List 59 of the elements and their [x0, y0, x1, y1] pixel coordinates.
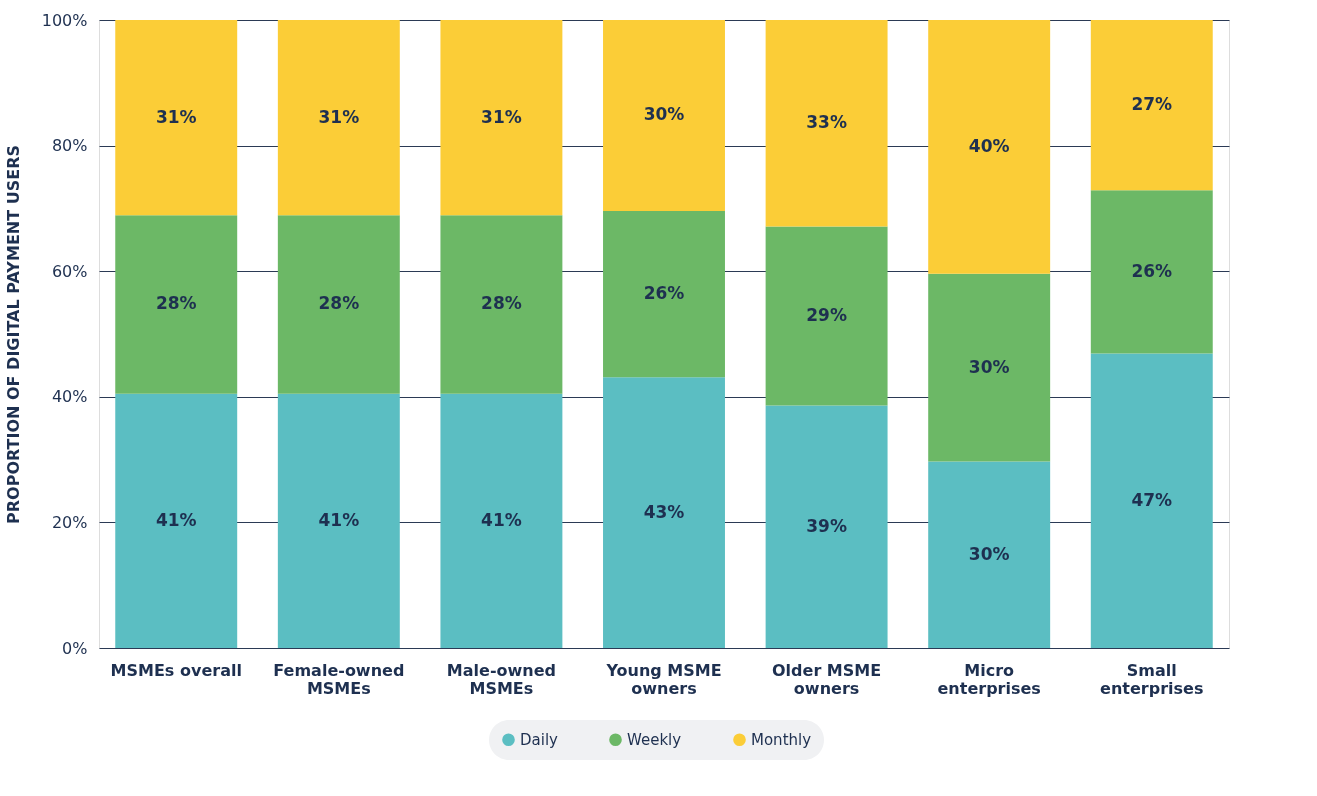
data-label: 30% — [968, 356, 1010, 377]
bar — [765, 226, 888, 406]
bar — [928, 461, 1051, 648]
data-label: 43% — [643, 501, 685, 522]
bar — [1090, 353, 1213, 648]
x-tick-label: Micro enterprises — [937, 660, 1041, 698]
data-label: 39% — [806, 515, 847, 536]
bar — [115, 20, 238, 216]
data-label: 40% — [968, 135, 1010, 156]
data-label: 31% — [318, 106, 360, 127]
bar — [928, 273, 1051, 462]
y-tick-label: 60% — [51, 261, 88, 281]
data-label: 30% — [968, 543, 1010, 564]
bar — [440, 215, 563, 394]
data-label: 26% — [643, 283, 685, 304]
bar — [1090, 20, 1213, 191]
y-axis-title: PROPORTION OF DIGITAL PAYMENT USERS — [3, 145, 23, 524]
y-tick-label: 100% — [41, 10, 88, 30]
bar — [603, 210, 725, 378]
bar — [277, 215, 400, 394]
data-label: 30% — [643, 104, 685, 125]
bar — [115, 393, 238, 648]
data-label: 29% — [806, 305, 847, 326]
y-tick-label: 0% — [62, 638, 88, 658]
bar — [440, 20, 563, 216]
legend-label: Monthly — [751, 730, 812, 749]
data-label: 28% — [318, 293, 360, 314]
data-label: 31% — [155, 106, 197, 127]
bar — [440, 393, 563, 648]
bar — [115, 215, 238, 394]
x-tick-label: MSMEs overall — [110, 660, 242, 680]
x-tick-label: Male-owned MSMEs — [446, 660, 556, 698]
data-label: 27% — [1131, 94, 1173, 115]
x-tick-label: Older MSME owners — [772, 660, 882, 698]
y-tick-label: 80% — [51, 136, 88, 156]
bar — [603, 20, 725, 211]
data-label: 41% — [318, 509, 360, 530]
bar — [277, 20, 400, 216]
data-label: 28% — [481, 293, 522, 314]
data-label: 33% — [806, 112, 847, 133]
data-label: 47% — [1131, 489, 1173, 510]
bar — [765, 20, 888, 227]
x-tick-label: Female-owned MSMEs — [273, 660, 405, 698]
legend-label: Daily — [520, 730, 559, 749]
bar — [1090, 190, 1213, 354]
data-label: 41% — [481, 509, 522, 530]
bar — [765, 405, 888, 648]
data-label: 26% — [1131, 260, 1173, 281]
data-label: 28% — [155, 293, 197, 314]
data-label: 31% — [481, 106, 522, 127]
y-tick-label: 20% — [51, 512, 88, 532]
bar — [928, 20, 1051, 274]
bar — [277, 393, 400, 648]
y-tick-label: 40% — [51, 387, 88, 407]
legend-label: Weekly — [627, 730, 682, 749]
x-tick-label: Small enterprises — [1100, 660, 1204, 698]
x-tick-label: Young MSME owners — [605, 660, 722, 698]
data-label: 41% — [155, 509, 197, 530]
bar — [603, 377, 725, 648]
